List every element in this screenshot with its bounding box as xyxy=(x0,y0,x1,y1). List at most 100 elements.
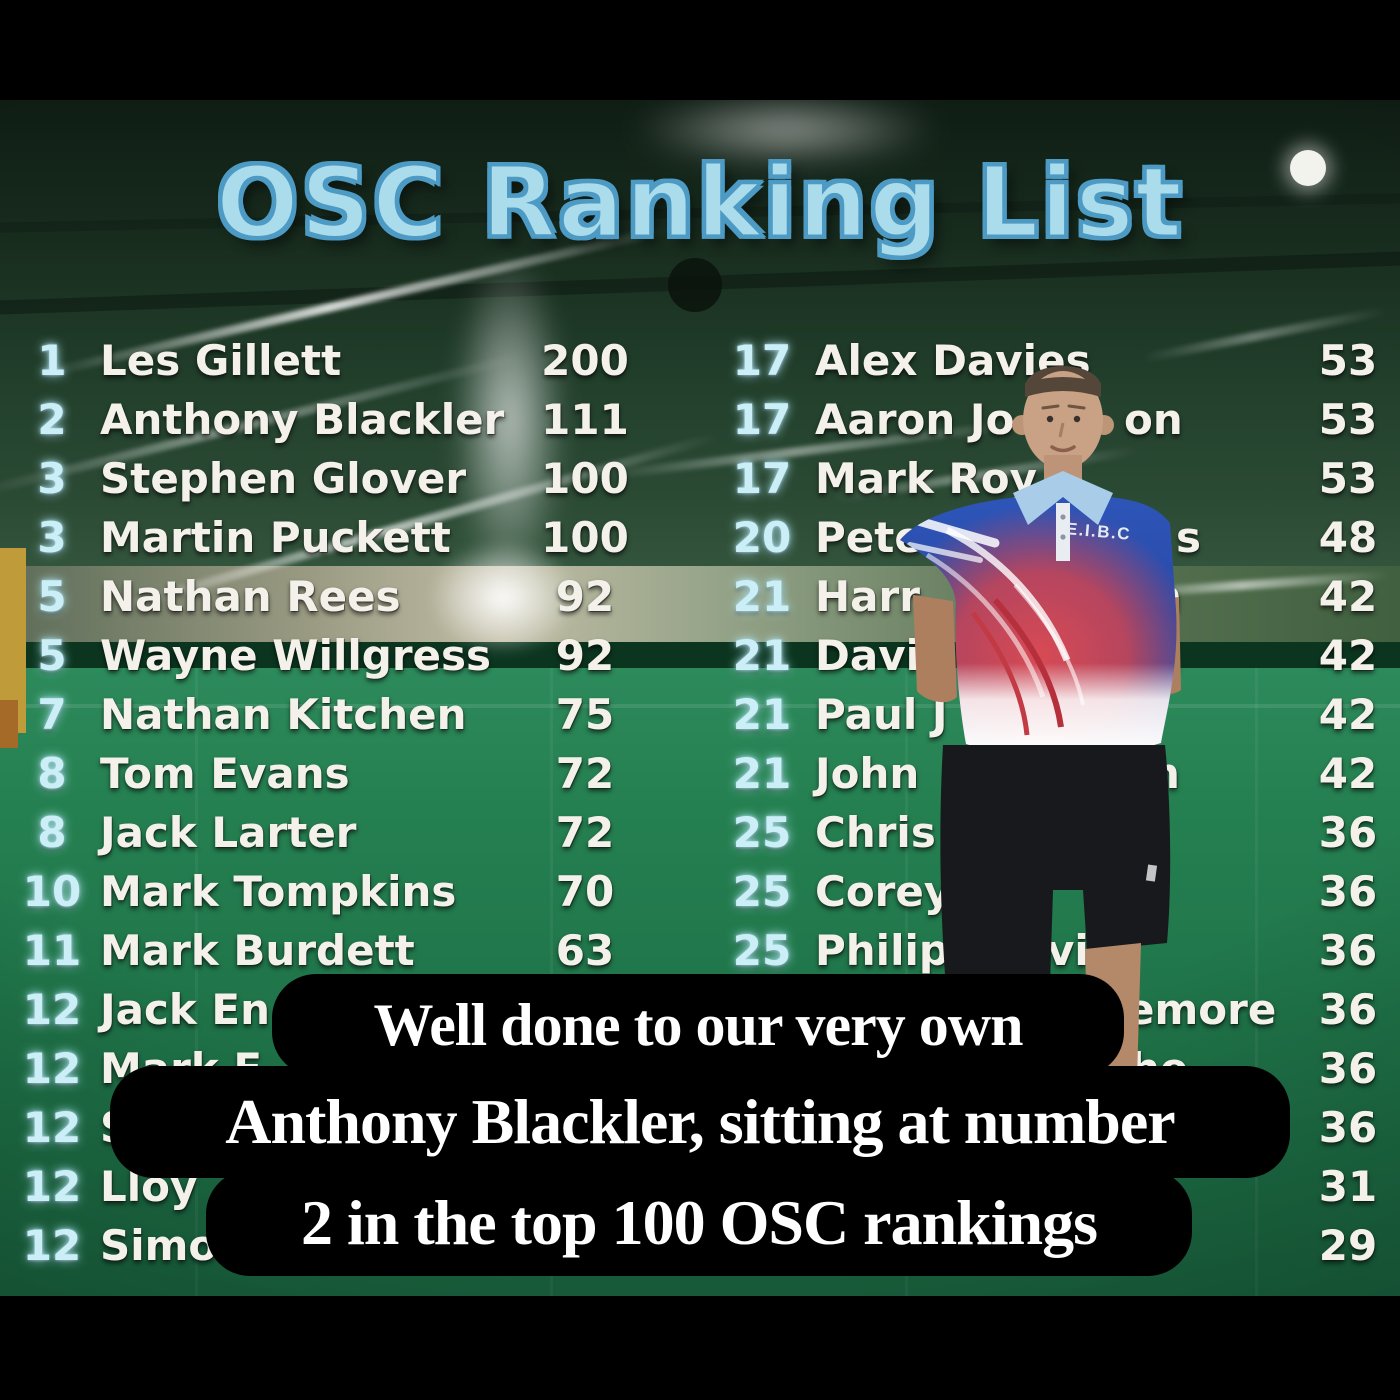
player-name: Jack Larter xyxy=(100,808,357,857)
rank-number: 10 xyxy=(22,867,82,916)
shirt-button xyxy=(1060,534,1066,540)
ranking-row: 25 Chris 36 xyxy=(700,803,1400,862)
rank-number: 20 xyxy=(732,513,792,562)
player-score: 72 xyxy=(555,749,615,798)
rank-number: 11 xyxy=(22,926,82,975)
shirt-button xyxy=(1060,514,1066,520)
ranking-row: 12 Simo xyxy=(0,1216,700,1275)
rank-number: 21 xyxy=(732,572,792,621)
player-score: 63 xyxy=(555,926,615,975)
rank-number: 12 xyxy=(22,985,82,1034)
player-nose xyxy=(1058,422,1065,438)
rank-number: 17 xyxy=(732,336,792,385)
player-name: Nathan Kitchen xyxy=(100,690,467,739)
player-eye xyxy=(1073,415,1081,423)
ranking-row: 5 Wayne Willgress 92 xyxy=(0,626,700,685)
ranking-row: 11 Mark Burdett 63 xyxy=(0,921,700,980)
rank-number: 17 xyxy=(732,454,792,503)
page-title: OSC Ranking List xyxy=(215,145,1184,261)
player-score: 100 xyxy=(541,454,629,503)
caption-line-2: Anthony Blackler, sitting at number xyxy=(225,1086,1175,1157)
ranking-row: 10 Mark Tompkins 70 xyxy=(0,862,700,921)
player-shirt-pattern xyxy=(900,505,1177,756)
ranking-row: 25 Corey 36 xyxy=(700,862,1400,921)
player-name-fragment: s xyxy=(1176,513,1201,562)
player-score: 92 xyxy=(555,572,615,621)
player-score: 53 xyxy=(1318,336,1378,385)
ranking-row: 31 xyxy=(700,1157,1400,1216)
player-name: Corey xyxy=(815,867,952,916)
rank-number: 21 xyxy=(732,690,792,739)
player-arm xyxy=(913,595,957,703)
player-score: 42 xyxy=(1318,749,1378,798)
caption-line-1: Well done to our very own xyxy=(373,991,1024,1058)
player-score: 111 xyxy=(541,395,629,444)
caption-box-1: Well done to our very own xyxy=(272,974,1124,1076)
ranking-row: 36 xyxy=(700,1098,1400,1157)
player-hair xyxy=(1025,377,1101,397)
player-name: Philip xyxy=(815,926,949,975)
player-name: Stephen Glover xyxy=(100,454,467,503)
rank-number: 12 xyxy=(22,1044,82,1093)
player-score: 70 xyxy=(555,867,615,916)
player-score: 200 xyxy=(541,336,629,385)
light-glow xyxy=(630,98,940,162)
player-score: 36 xyxy=(1318,985,1378,1034)
ranking-row: 17 Mark Roy 53 xyxy=(700,449,1400,508)
ranking-row: 12 Jack En xyxy=(0,980,700,1039)
ranking-row: 3 Martin Puckett 100 xyxy=(0,508,700,567)
player-eye xyxy=(1046,415,1054,423)
ranking-row: 7 Nathan Kitchen 75 xyxy=(0,685,700,744)
ranking-row: 29 xyxy=(700,1216,1400,1275)
ranking-column-left: 1 Les Gillett 200 2 Anthony Blackler 111 3 Step… xyxy=(0,331,700,1275)
rank-number: 25 xyxy=(732,808,792,857)
ranking-row: 8 Tom Evans 72 xyxy=(0,744,700,803)
player-score: 31 xyxy=(1318,1162,1378,1211)
rank-number: 5 xyxy=(37,572,67,621)
ranking-row: 8 Jack Larter 72 xyxy=(0,803,700,862)
player-mouth xyxy=(1050,445,1076,453)
player-score: 36 xyxy=(1318,926,1378,975)
caption-box-2: Anthony Blackler, sitting at number xyxy=(110,1066,1290,1178)
rank-number: 7 xyxy=(37,690,67,739)
player-name: Wayne Willgress xyxy=(100,631,492,680)
player-score: 36 xyxy=(1318,867,1378,916)
shorts-logo xyxy=(1145,864,1158,882)
rank-number: 12 xyxy=(22,1162,82,1211)
rank-number: 21 xyxy=(732,631,792,680)
ranking-row: 25 Philip vi 36 xyxy=(700,921,1400,980)
ranking-row: 17 Alex Davies 53 xyxy=(700,331,1400,390)
player-score: 36 xyxy=(1318,1103,1378,1152)
rank-number: 8 xyxy=(37,808,67,857)
ranking-row: 17 Aaron Jo on 53 xyxy=(700,390,1400,449)
player-placket xyxy=(1056,503,1070,561)
player-score: 29 xyxy=(1318,1221,1378,1270)
ranking-row: 5 Nathan Rees 92 xyxy=(0,567,700,626)
player-name: Paul J xyxy=(815,690,948,739)
rank-number: 3 xyxy=(37,513,67,562)
player-name-fragment: emore xyxy=(1126,985,1277,1034)
player-score: 92 xyxy=(555,631,615,680)
ranking-row: 2 Anthony Blackler 111 xyxy=(0,390,700,449)
rank-number: 3 xyxy=(37,454,67,503)
rank-number: 8 xyxy=(37,749,67,798)
player-name-fragment: vi xyxy=(1047,926,1089,975)
player-score: 53 xyxy=(1318,454,1378,503)
player-name: Tom Evans xyxy=(100,749,350,798)
rink-line xyxy=(195,668,198,1296)
player-eyebrow xyxy=(1067,404,1086,410)
caption-line-3: 2 in the top 100 OSC rankings xyxy=(300,1187,1098,1258)
ranking-row: 20 Pete s 48 xyxy=(700,508,1400,567)
player-name: Mark Tompkins xyxy=(100,867,457,916)
player-score: 75 xyxy=(555,690,615,739)
player-score: 42 xyxy=(1318,690,1378,739)
player-score: 53 xyxy=(1318,395,1378,444)
player-name: Jack En xyxy=(100,985,271,1034)
rank-number: 12 xyxy=(22,1103,82,1152)
photo-cabinet xyxy=(0,700,18,748)
rank-number: 1 xyxy=(37,336,67,385)
pendant-light xyxy=(1290,150,1326,186)
ranking-row: 1 Les Gillett 200 xyxy=(0,331,700,390)
player-score: 36 xyxy=(1318,808,1378,857)
player-score: 36 xyxy=(1318,1044,1378,1093)
